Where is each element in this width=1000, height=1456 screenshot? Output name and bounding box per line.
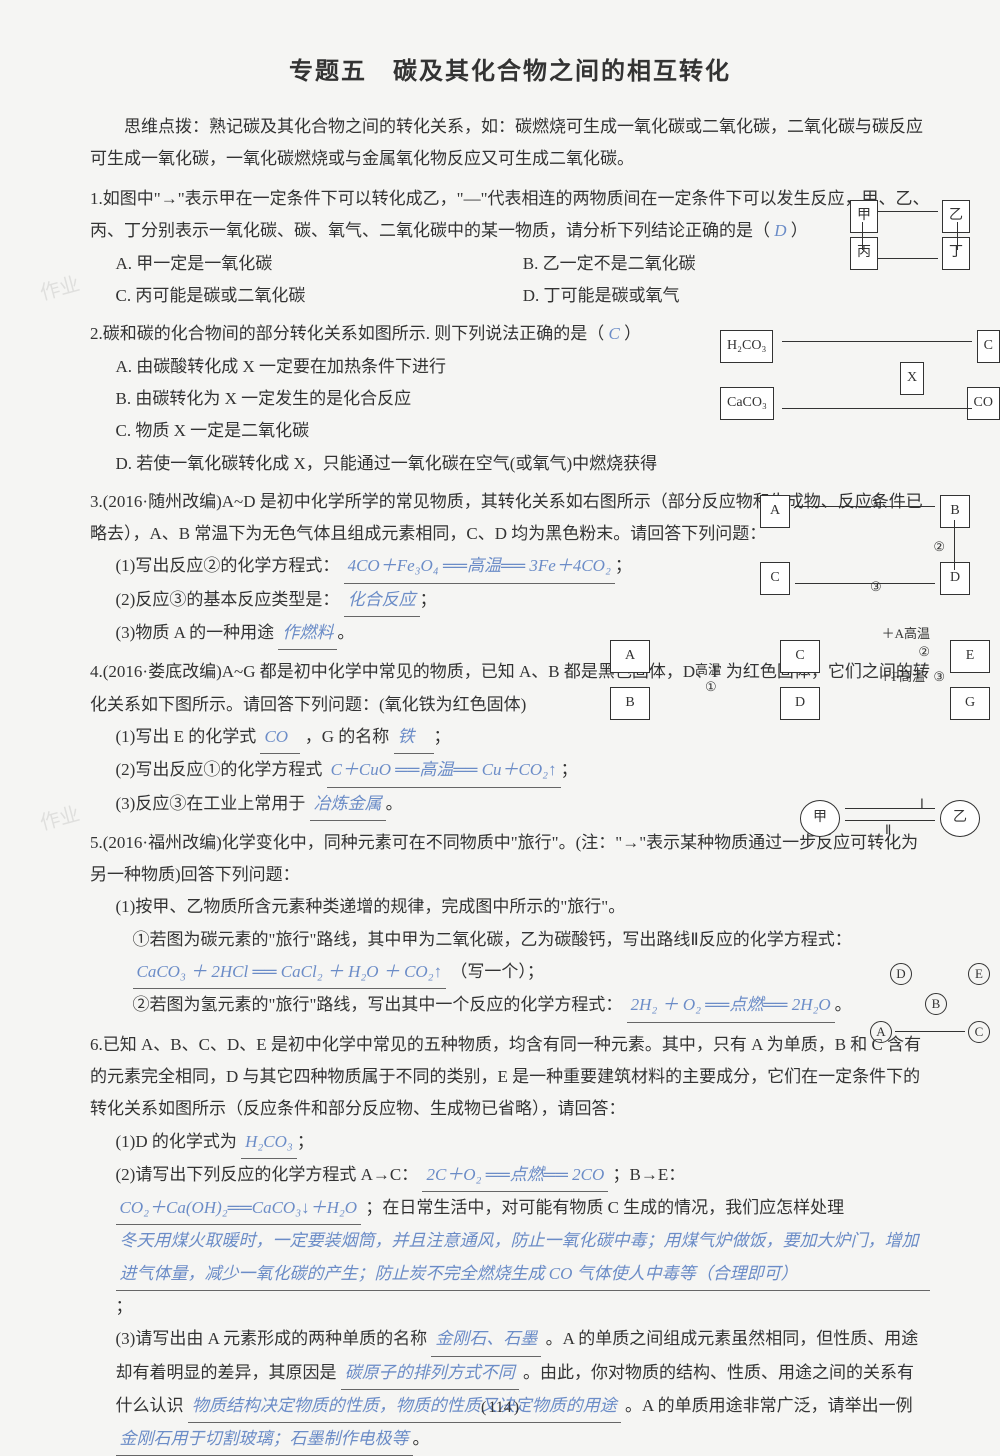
q6-sub1: (1)D 的化学式为 bbox=[116, 1132, 237, 1151]
q2-answer: C bbox=[609, 324, 620, 343]
q3-box-C: C bbox=[760, 562, 790, 595]
q5-ans1b: 2H₂ ＋ O₂ ══点燃══ 2H₂O bbox=[627, 989, 835, 1022]
q4-box-G: G bbox=[950, 687, 990, 720]
q2-box-caco3: CaCO₃ bbox=[720, 387, 774, 420]
q1-optC: C. 丙可能是碳或二氧化碳 bbox=[116, 280, 523, 312]
question-1: 1.如图中"→"表示甲在一定条件下可以转化成乙，"—"代表相连的两物质间在一定条… bbox=[90, 183, 930, 312]
q3-sub3: (3)物质 A 的一种用途 bbox=[116, 623, 275, 642]
q6-ans2a: 2C＋O₂ ══点燃══ 2CO bbox=[422, 1159, 608, 1192]
q2-box-h2co3: H₂CO₃ bbox=[720, 330, 773, 363]
q6-circle-D: D bbox=[890, 963, 912, 985]
q5-ans1a-note: （写一个）； bbox=[450, 962, 544, 981]
q4-box-D: D bbox=[780, 687, 820, 720]
q3-box-A: A bbox=[760, 495, 790, 528]
q4-sub2: (2)写出反应①的化学方程式 bbox=[116, 760, 323, 779]
q6-sub3: (3)请写出由 A 元素形成的两种单质的名称 bbox=[116, 1329, 428, 1348]
q3-ans1: 4CO＋Fe₃O₄ ══高温══ 3Fe＋4CO₂ bbox=[344, 550, 615, 583]
q5-sub1a: ①若图为碳元素的"旅行"路线，其中甲为二氧化碳，乙为碳酸钙，写出路线Ⅱ反应的化学… bbox=[133, 930, 852, 949]
q6-sub3d: 。A 的单质用途非常广泛，请举出一例 bbox=[625, 1396, 913, 1415]
q6-sub2c: ；在日常生活中，对可能有物质 C 生成的情况，我们应怎样处理 bbox=[365, 1198, 844, 1217]
q5-diagram: 甲 乙 Ⅰ Ⅱ bbox=[800, 790, 980, 840]
q4-ans3: 冶炼金属 bbox=[310, 788, 386, 821]
watermark-icon: 作业 bbox=[36, 795, 84, 842]
q5-label-I: Ⅰ bbox=[920, 792, 924, 817]
q3-label-3: ③ bbox=[870, 575, 882, 600]
q4-box-B: B bbox=[610, 687, 650, 720]
q3-label-2: ② bbox=[933, 535, 945, 560]
q2-box-c: C bbox=[977, 330, 1000, 363]
intro-text: 思维点拨：熟记碳及其化合物之间的转化关系，如：碳燃烧可生成一氧化碳或二氧化碳，二… bbox=[90, 111, 930, 176]
q4-label-2: ② bbox=[918, 640, 930, 665]
q3-sub1: (1)写出反应②的化学方程式： bbox=[116, 556, 340, 575]
q3-sub2: (2)反应③的基本反应类型是： bbox=[116, 590, 340, 609]
q6-ans3b: 碳原子的排列方式不同 bbox=[341, 1357, 519, 1390]
question-5: 5.(2016·福州改编)化学变化中，同种元素可在不同物质中"旅行"。(注："→… bbox=[90, 827, 930, 1023]
watermark-icon: 作业 bbox=[36, 265, 84, 312]
q1-node-yi: 乙 bbox=[942, 200, 970, 233]
q4-sub1b: ，G 的名称 bbox=[305, 727, 390, 746]
q4-box-E: E bbox=[950, 640, 990, 673]
q3-ans2: 化合反应 bbox=[344, 584, 420, 617]
q1-diagram: 甲 乙 丙 丁 bbox=[850, 200, 970, 270]
q6-stem: 6.已知 A、B、C、D、E 是初中化学中常见的五种物质，均含有同一种元素。其中… bbox=[90, 1029, 930, 1126]
q1-optA: A. 甲一定是一氧化碳 bbox=[116, 248, 523, 280]
q3-diagram: A B C D ① ② ③ bbox=[760, 495, 970, 595]
q5-label-II: Ⅱ bbox=[885, 818, 891, 843]
q4-sub1: (1)写出 E 的化学式 bbox=[116, 727, 257, 746]
q4-ans1a: CO bbox=[260, 721, 300, 754]
q5-ans1a: CaCO₃ ＋ 2HCl ══ CaCl₂ ＋ H₂O ＋ CO₂↑ bbox=[133, 956, 447, 989]
q6-ans2b: CO₂＋Ca(OH)₂══CaCO₃↓＋H₂O bbox=[116, 1192, 362, 1225]
q4-label-plusF: ＋F高温 bbox=[879, 665, 925, 690]
q6-circle-A: A bbox=[870, 1021, 892, 1043]
q2-diagram: H₂CO₃ C CaCO₃ CO X bbox=[720, 330, 1000, 420]
q5-sub1b: ②若图为氢元素的"旅行"路线，写出其中一个反应的化学方程式： bbox=[133, 995, 623, 1014]
q4-sub3: (3)反应③在工业上常用于 bbox=[116, 794, 306, 813]
q5-oval-yi: 乙 bbox=[940, 800, 980, 837]
q4-box-A: A bbox=[610, 640, 650, 673]
q1-node-jia: 甲 bbox=[850, 200, 878, 233]
q2-optD: D. 若使一氧化碳转化成 X，只能通过一氧化碳在空气(或氧气)中燃烧获得 bbox=[90, 448, 930, 480]
q6-circle-C: C bbox=[968, 1021, 990, 1043]
q2-optC: C. 物质 X 一定是二氧化碳 bbox=[90, 415, 930, 447]
q4-ans1b: 铁 bbox=[394, 721, 434, 754]
q6-sub2: (2)请写出下列反应的化学方程式 A→C： bbox=[116, 1165, 419, 1184]
q2-close: ） bbox=[624, 324, 641, 343]
q4-diagram: A B C D E G 高温 ① ＋A高温 ② ③ ＋F高温 bbox=[610, 640, 990, 720]
q1-close: ） bbox=[791, 221, 808, 240]
q2-stem: 2.碳和碳的化合物间的部分转化关系如图所示. 则下列说法正确的是（ bbox=[90, 324, 604, 343]
q6-ans3c: 物质结构决定物质的性质，物质的性质又决定物质的用途 bbox=[188, 1390, 621, 1423]
q5-sub1: (1)按甲、乙物质所含元素种类递增的规律，完成图中所示的"旅行"。 bbox=[90, 891, 930, 923]
q4-box-C: C bbox=[780, 640, 820, 673]
q4-label-3: ③ bbox=[933, 665, 945, 690]
q6-diagram: D E B A C bbox=[850, 963, 990, 1043]
q6-ans3d: 金刚石用于切割玻璃；石墨制作电极等 bbox=[116, 1423, 413, 1456]
q1-answer: D bbox=[774, 221, 786, 240]
q6-ans1: H₂CO₃ bbox=[241, 1126, 297, 1159]
q4-label-1: ① bbox=[705, 675, 717, 700]
q3-label-1: ① bbox=[870, 490, 882, 515]
q6-ans2c: 冬天用煤火取暖时，一定要装烟筒，并且注意通风，防止一氧化碳中毒；用煤气炉做饭，要… bbox=[116, 1225, 931, 1291]
q1-node-bing: 丙 bbox=[850, 237, 878, 270]
q6-sub2b: ；B→E： bbox=[613, 1165, 686, 1184]
q5-oval-jia: 甲 bbox=[800, 800, 840, 837]
page-number: 114 bbox=[481, 1393, 519, 1423]
q4-ans2: C＋CuO ══高温══ Cu＋CO₂↑ bbox=[327, 754, 561, 787]
q3-box-B: B bbox=[940, 495, 970, 528]
q6-ans3a: 金刚石、石墨 bbox=[431, 1323, 541, 1356]
q1-optD: D. 丁可能是碳或氧气 bbox=[523, 280, 930, 312]
q3-ans3: 作燃料 bbox=[278, 617, 337, 650]
q6-circle-E: E bbox=[968, 963, 990, 985]
q2-box-co: CO bbox=[967, 387, 1000, 420]
q6-circle-B: B bbox=[925, 993, 947, 1015]
q2-box-x: X bbox=[900, 362, 924, 395]
q3-box-D: D bbox=[940, 562, 970, 595]
page-title: 专题五 碳及其化合物之间的相互转化 bbox=[90, 50, 930, 96]
q1-node-ding: 丁 bbox=[942, 237, 970, 270]
